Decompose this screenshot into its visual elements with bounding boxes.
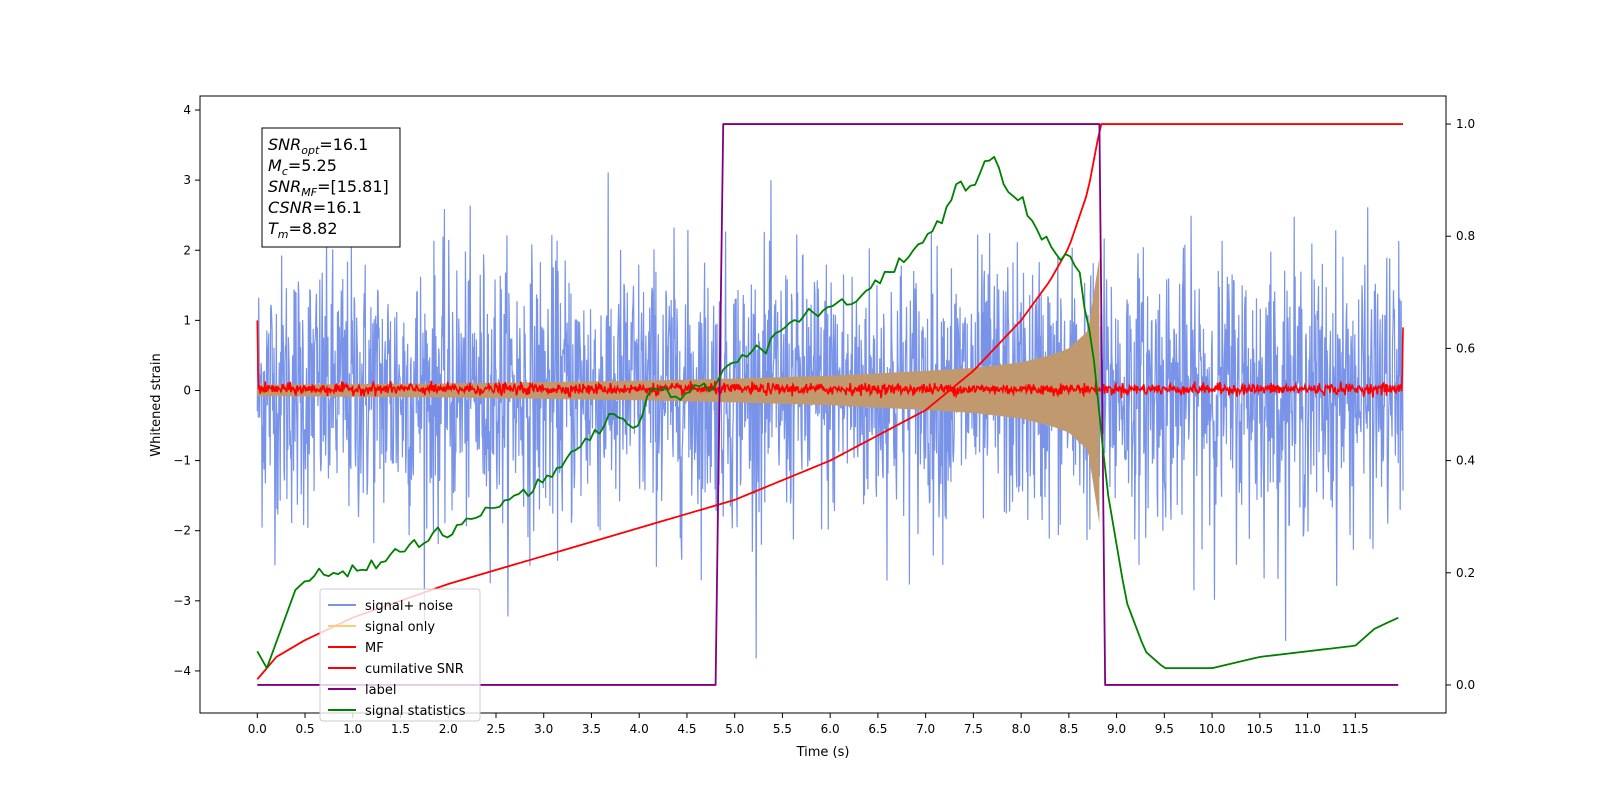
series-cumulative-snr — [256, 123, 1404, 680]
y2-tick-label: 0.8 — [1456, 229, 1475, 243]
annotation-line: SNRopt=16.1 — [268, 135, 368, 157]
y-axis-right: 1.0 0.8 0.6 0.4 0.2 0.0 — [1446, 117, 1475, 692]
y2-tick-label: 1.0 — [1456, 117, 1475, 131]
x-axis: 0.0 0.5 1.0 1.5 2.0 2.5 3.0 3.5 4.0 4.5 5.0 5.5 6.0 6… — [248, 713, 1369, 736]
x-tick-label: 1.0 — [343, 722, 362, 736]
x-tick-label: 1.5 — [391, 722, 410, 736]
x-tick-label: 4.5 — [677, 722, 696, 736]
y-tick-label: 1 — [183, 313, 191, 327]
annotation-line: CSNR=16.1 — [268, 198, 362, 217]
x-tick-label: 9.5 — [1155, 722, 1174, 736]
x-tick-label: 5.5 — [773, 722, 792, 736]
y2-tick-label: 0.4 — [1456, 454, 1475, 468]
x-axis-label: Time (s) — [796, 745, 850, 760]
y-tick-label: −1 — [173, 454, 191, 468]
series-mf — [256, 320, 1404, 399]
x-tick-label: 0.5 — [295, 722, 314, 736]
y-tick-label: 2 — [183, 243, 191, 257]
legend-entry: signal+ noise — [365, 599, 453, 614]
annotation-line: SNRMF=[15.81] — [268, 177, 389, 199]
y-tick-label: 4 — [183, 103, 191, 117]
legend: signal+ noise signal only MF cumilative SNR… — [319, 588, 481, 722]
x-tick-label: 2.5 — [486, 722, 505, 736]
y2-tick-label: 0.0 — [1456, 678, 1475, 692]
stats-annotation-box: SNRopt=16.1Mc=5.25SNRMF=[15.81]CSNR=16.1… — [261, 127, 401, 248]
axes-frame — [199, 95, 1447, 714]
legend-entry: label — [365, 683, 396, 698]
series-signal-noise — [256, 172, 1404, 659]
x-tick-label: 7.5 — [964, 722, 983, 736]
annotation-line: Tm=8.82 — [268, 219, 338, 241]
y-tick-label: −3 — [173, 594, 191, 608]
x-tick-label: 2.0 — [439, 722, 458, 736]
series-signal-statistics — [256, 155, 1399, 670]
x-tick-label: 11.0 — [1294, 722, 1321, 736]
legend-entry: cumilative SNR — [365, 662, 464, 677]
legend-entry: signal only — [365, 620, 435, 635]
x-tick-label: 3.5 — [582, 722, 601, 736]
x-tick-label: 4.0 — [630, 722, 649, 736]
y-tick-label: −2 — [173, 524, 191, 538]
annotation-frame — [261, 127, 401, 248]
x-tick-label: 6.0 — [821, 722, 840, 736]
x-tick-label: 11.5 — [1342, 722, 1369, 736]
x-tick-label: 3.0 — [534, 722, 553, 736]
x-tick-label: 9.0 — [1107, 722, 1126, 736]
series-label — [257, 123, 1399, 686]
x-tick-label: 6.5 — [868, 722, 887, 736]
x-tick-label: 10.0 — [1199, 722, 1226, 736]
legend-entry: MF — [365, 641, 384, 656]
y-axis-left: 4 3 2 1 0 −1 −2 −3 −4 — [173, 103, 200, 678]
x-tick-label: 8.5 — [1059, 722, 1078, 736]
legend-frame — [319, 588, 481, 722]
y-tick-label: 0 — [183, 383, 191, 397]
y2-tick-label: 0.2 — [1456, 566, 1475, 580]
x-tick-label: 8.0 — [1012, 722, 1031, 736]
x-tick-label: 0.0 — [248, 722, 267, 736]
y-tick-label: 3 — [183, 173, 191, 187]
x-tick-label: 5.0 — [725, 722, 744, 736]
annotation-line: Mc=5.25 — [268, 156, 337, 178]
y2-tick-label: 0.6 — [1456, 341, 1475, 355]
y-tick-label: −4 — [173, 664, 191, 678]
x-tick-label: 10.5 — [1246, 722, 1273, 736]
x-tick-label: 7.0 — [916, 722, 935, 736]
series-signal-only — [257, 257, 1100, 524]
y-axis-label: Whitened strain — [149, 353, 164, 456]
legend-entry: signal statistics — [365, 704, 466, 719]
plot-area — [256, 123, 1404, 686]
